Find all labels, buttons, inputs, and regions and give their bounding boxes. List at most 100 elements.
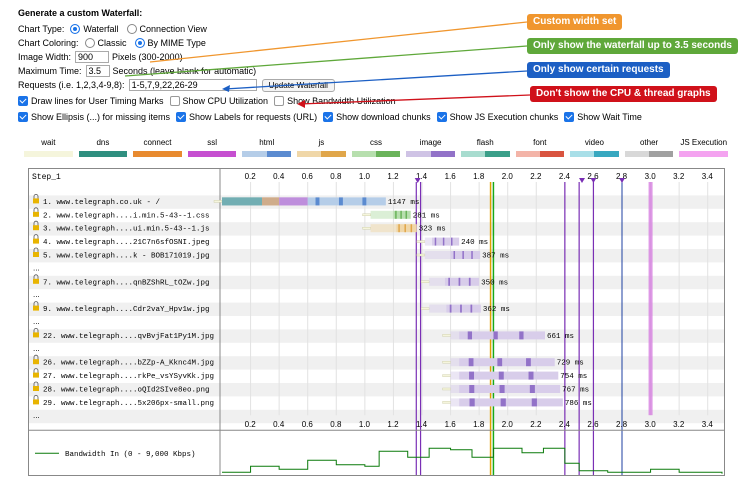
lock-icon bbox=[33, 225, 39, 231]
legend-swatch bbox=[187, 151, 237, 157]
download-chunk bbox=[448, 277, 450, 286]
legend-item-other: other bbox=[624, 137, 674, 157]
legend-swatch bbox=[406, 151, 455, 157]
radio-unselected-icon[interactable] bbox=[84, 38, 95, 48]
checkbox-checked-icon[interactable] bbox=[436, 112, 447, 122]
chart-coloring-row: Chart Coloring: Classic By MIME Type bbox=[18, 36, 488, 50]
js-execution-checkbox[interactable]: Show JS Execution chunks bbox=[436, 112, 558, 122]
bandwidth-utilization-checkbox[interactable]: Show Bandwidth Utilization bbox=[274, 96, 396, 106]
user-timing-checkbox[interactable]: Draw lines for User Timing Marks bbox=[18, 96, 164, 106]
wait-time-checkbox[interactable]: Show Wait Time bbox=[564, 112, 642, 122]
request-duration: 661 ms bbox=[547, 333, 574, 341]
cpu-utilization-checkbox[interactable]: Show CPU Utilization bbox=[169, 96, 268, 106]
download-chunk bbox=[434, 237, 437, 246]
max-time-row: Maximum Time: Seconds (leave blank for a… bbox=[18, 64, 488, 78]
x-tick-bottom: 3.0 bbox=[645, 420, 657, 429]
download-chunk bbox=[498, 371, 504, 380]
checkbox-unchecked-icon[interactable] bbox=[169, 96, 180, 106]
download-chunk bbox=[449, 304, 452, 313]
request-url-label: 5. www.telegraph....k - BOB171019.jpg bbox=[43, 253, 210, 261]
legend-label: js bbox=[318, 138, 325, 147]
x-tick-bottom: 1.2 bbox=[387, 420, 399, 429]
x-tick-bottom: 0.4 bbox=[273, 420, 285, 429]
row-ellipsis: ... bbox=[33, 344, 40, 353]
download-chunks-checkbox[interactable]: Show download chunks bbox=[323, 112, 431, 122]
legend-label: dns bbox=[96, 138, 110, 147]
download-chunk bbox=[460, 304, 462, 313]
request-bar bbox=[459, 371, 559, 380]
legend-swatch-segment bbox=[430, 151, 455, 157]
download-chunk bbox=[453, 251, 456, 259]
legend-swatch bbox=[351, 151, 401, 157]
x-tick-top: 2.4 bbox=[559, 172, 571, 181]
checkbox-checked-icon[interactable] bbox=[176, 112, 187, 122]
legend-swatch bbox=[133, 151, 182, 157]
wait-bar bbox=[362, 227, 371, 230]
legend-item-ssl: ssl bbox=[187, 137, 237, 157]
request-labels-checkbox[interactable]: Show Labels for requests (URL) bbox=[176, 112, 317, 122]
image-width-row: Image Width: Pixels (300-2000) bbox=[18, 50, 488, 64]
legend-item-flash: flash bbox=[460, 137, 510, 157]
request-ttfb-bar bbox=[450, 331, 460, 340]
ellipsis-checkbox[interactable]: Show Ellipsis (...) for missing items bbox=[18, 112, 170, 122]
request-duration: 281 ms bbox=[413, 212, 440, 220]
checkbox-checked-icon[interactable] bbox=[18, 96, 28, 106]
wait-bar bbox=[442, 401, 451, 404]
lock-icon-shackle bbox=[33, 220, 39, 226]
checkbox-unchecked-icon[interactable] bbox=[274, 96, 285, 106]
coloring-mime-option[interactable]: By MIME Type bbox=[133, 38, 206, 48]
checkbox-row-1: Draw lines for User Timing Marks Show CP… bbox=[18, 94, 488, 108]
wait-bar bbox=[442, 334, 451, 337]
max-time-input[interactable] bbox=[85, 65, 110, 77]
legend-swatch-segment bbox=[624, 151, 650, 157]
legend-item-connect: connect bbox=[133, 137, 182, 157]
row-stripe bbox=[29, 329, 724, 343]
download-chunk bbox=[500, 398, 506, 407]
x-tick-top: 0.6 bbox=[302, 172, 314, 181]
requests-row: Requests (i.e. 1,2,3,4-9,8): Update Wate… bbox=[18, 78, 488, 92]
panel-title: Generate a custom Waterfall: bbox=[18, 8, 143, 18]
legend-item-font: font bbox=[515, 137, 565, 157]
x-tick-top: 3.2 bbox=[673, 172, 685, 181]
download-chunk bbox=[338, 197, 343, 206]
request-url-label: 28. www.telegraph....oQId2SIve8eo.png bbox=[43, 387, 210, 395]
row-stripe bbox=[29, 249, 724, 263]
checkbox-checked-icon[interactable] bbox=[564, 112, 575, 122]
lock-icon-shackle bbox=[33, 301, 39, 306]
requests-label: Requests (i.e. 1,2,3,4-9,8): bbox=[18, 80, 125, 90]
checkbox-checked-icon[interactable] bbox=[18, 112, 28, 122]
update-waterfall-button[interactable]: Update Waterfall bbox=[261, 78, 335, 92]
legend-label: ssl bbox=[207, 138, 218, 147]
radio-selected-icon[interactable] bbox=[134, 38, 145, 48]
requests-input[interactable] bbox=[128, 79, 257, 91]
request-duration: 729 ms bbox=[557, 360, 584, 368]
legend-swatch bbox=[24, 151, 73, 157]
request-ttfb-bar bbox=[424, 237, 432, 246]
chart-type-waterfall-option[interactable]: Waterfall bbox=[68, 24, 119, 34]
wait-bar bbox=[420, 307, 430, 310]
image-width-input[interactable] bbox=[75, 51, 110, 63]
callout-max-time: Only show the waterfall up to 3.5 second… bbox=[527, 38, 738, 54]
request-bar bbox=[432, 237, 460, 246]
request-duration: 786 ms bbox=[565, 400, 592, 408]
download-chunk bbox=[469, 385, 475, 393]
coloring-classic-option[interactable]: Classic bbox=[83, 38, 127, 48]
request-duration: 323 ms bbox=[419, 226, 446, 234]
legend-swatch bbox=[679, 151, 728, 157]
radio-unselected-icon[interactable] bbox=[126, 24, 137, 34]
download-chunk bbox=[493, 331, 498, 340]
request-duration: 350 ms bbox=[481, 279, 508, 287]
wait-bar bbox=[213, 200, 223, 203]
request-ttfb-bar bbox=[450, 385, 460, 393]
waterfall-svg: 0.2 0.4 0.6 0.8 1.0 1.2 1.4 1.6 1.8 2.0 2.2 2.4 2.6 2… bbox=[29, 169, 724, 475]
lock-icon-shackle bbox=[33, 395, 39, 400]
legend-label: other bbox=[639, 138, 659, 147]
legend-swatch-segment bbox=[594, 151, 619, 157]
legend-swatch-segment bbox=[515, 151, 540, 157]
user-timing-marker bbox=[590, 178, 597, 183]
checkbox-checked-icon[interactable] bbox=[323, 112, 334, 122]
radio-selected-icon[interactable] bbox=[70, 24, 81, 34]
chart-type-connection-option[interactable]: Connection View bbox=[125, 24, 207, 34]
x-tick-top: 3.0 bbox=[645, 172, 657, 181]
legend-swatch-segment bbox=[133, 151, 182, 157]
